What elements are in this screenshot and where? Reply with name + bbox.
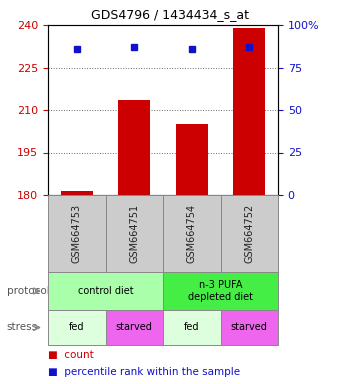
Text: stress: stress bbox=[7, 323, 38, 333]
Bar bbox=[176, 124, 207, 195]
Text: protocol: protocol bbox=[7, 286, 50, 296]
Text: fed: fed bbox=[184, 323, 200, 333]
Text: GSM664751: GSM664751 bbox=[129, 204, 139, 263]
Text: GSM664752: GSM664752 bbox=[244, 204, 254, 263]
Text: ■  percentile rank within the sample: ■ percentile rank within the sample bbox=[48, 367, 240, 377]
Text: starved: starved bbox=[116, 323, 153, 333]
Text: n-3 PUFA
depleted diet: n-3 PUFA depleted diet bbox=[188, 280, 253, 302]
Text: GSM664753: GSM664753 bbox=[72, 204, 82, 263]
Text: GSM664754: GSM664754 bbox=[187, 204, 197, 263]
Text: starved: starved bbox=[231, 323, 268, 333]
Bar bbox=[118, 100, 150, 195]
Bar bbox=[61, 191, 92, 195]
Bar bbox=[234, 28, 265, 195]
Text: ■  count: ■ count bbox=[48, 350, 94, 360]
Text: fed: fed bbox=[69, 323, 85, 333]
Text: GDS4796 / 1434434_s_at: GDS4796 / 1434434_s_at bbox=[91, 8, 249, 21]
Text: control diet: control diet bbox=[78, 286, 133, 296]
